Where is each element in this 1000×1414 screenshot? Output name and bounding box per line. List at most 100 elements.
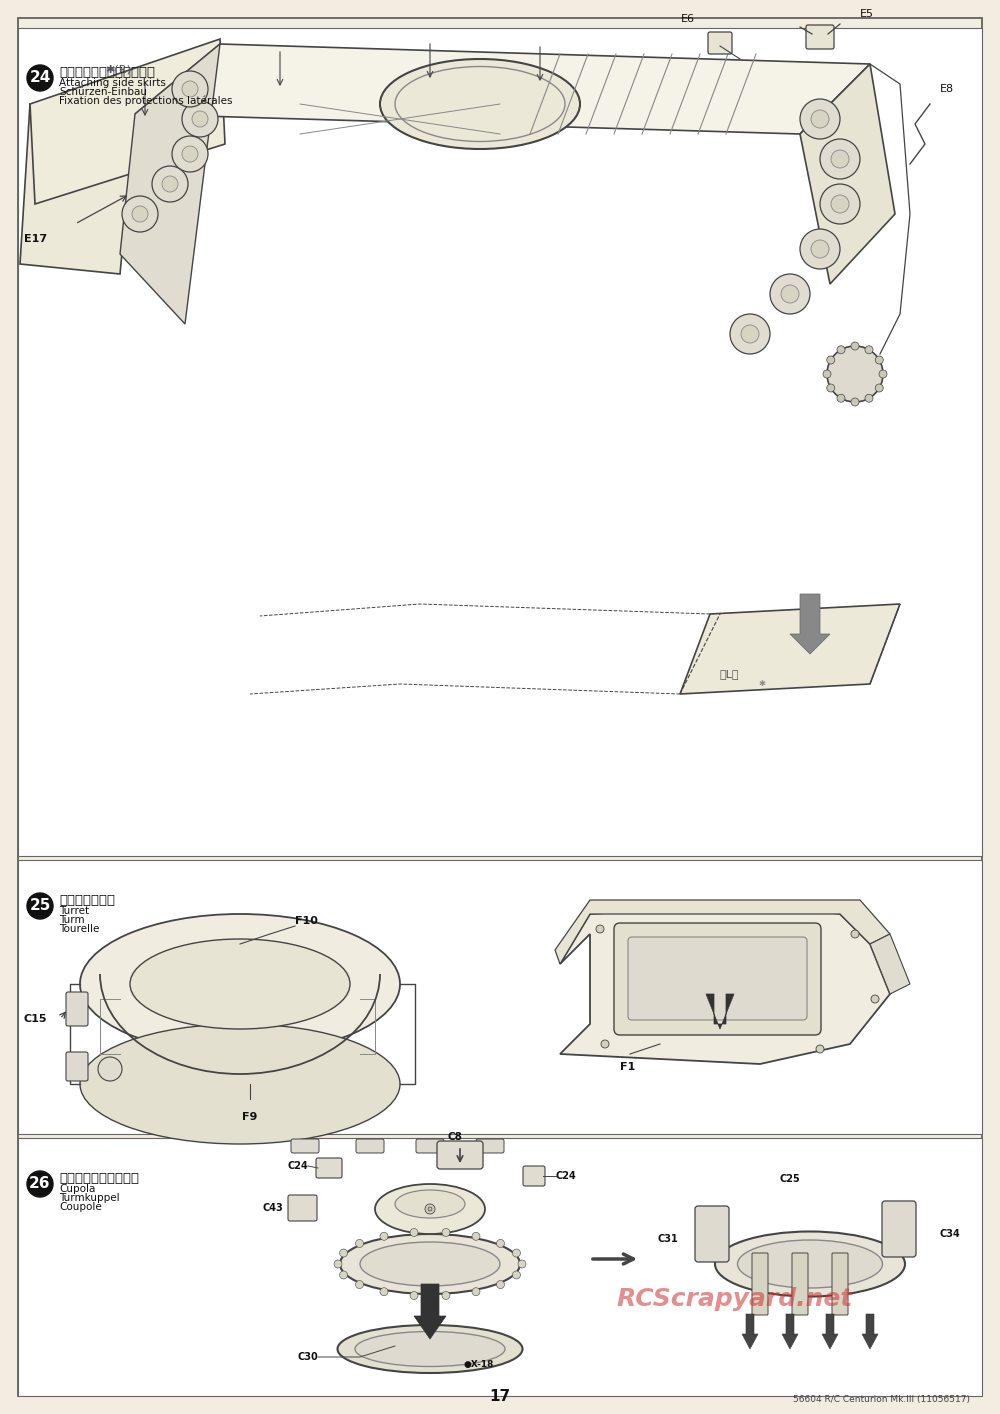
Circle shape	[472, 1288, 480, 1295]
Circle shape	[837, 346, 845, 354]
Circle shape	[512, 1271, 520, 1278]
Polygon shape	[135, 44, 870, 134]
Circle shape	[340, 1271, 348, 1278]
Circle shape	[827, 385, 835, 392]
Text: Cupola: Cupola	[59, 1184, 95, 1193]
Circle shape	[770, 274, 810, 314]
Circle shape	[851, 397, 859, 406]
Bar	[18, 28, 982, 855]
Bar	[18, 860, 982, 1134]
Text: Tourelle: Tourelle	[59, 923, 99, 935]
Circle shape	[831, 195, 849, 214]
FancyBboxPatch shape	[752, 1253, 768, 1315]
Circle shape	[496, 1240, 504, 1247]
Text: 砲塔の組み立て: 砲塔の組み立て	[59, 894, 115, 906]
Circle shape	[472, 1232, 480, 1240]
Text: 17: 17	[489, 1389, 511, 1404]
Circle shape	[356, 1281, 364, 1288]
Text: ✱(R): ✱(R)	[105, 64, 131, 74]
Circle shape	[820, 184, 860, 223]
Ellipse shape	[340, 1234, 520, 1294]
Circle shape	[27, 894, 53, 919]
Text: C31: C31	[657, 1234, 678, 1244]
Circle shape	[182, 81, 198, 98]
Text: C24: C24	[287, 1161, 308, 1171]
Text: ✱: ✱	[758, 680, 765, 689]
Text: 56604 R/C Centurion Mk.III (11056517): 56604 R/C Centurion Mk.III (11056517)	[793, 1396, 970, 1404]
Text: 26: 26	[29, 1176, 51, 1192]
Circle shape	[496, 1281, 504, 1288]
Circle shape	[442, 1291, 450, 1299]
FancyBboxPatch shape	[437, 1141, 483, 1169]
Circle shape	[428, 1208, 432, 1210]
Polygon shape	[782, 1314, 798, 1349]
Ellipse shape	[395, 1191, 465, 1217]
Ellipse shape	[380, 59, 580, 148]
FancyBboxPatch shape	[708, 33, 732, 54]
Circle shape	[781, 286, 799, 303]
Circle shape	[800, 99, 840, 139]
FancyBboxPatch shape	[316, 1158, 342, 1178]
Text: Turmkuppel: Turmkuppel	[59, 1193, 120, 1203]
Text: Coupole: Coupole	[59, 1202, 102, 1212]
Circle shape	[730, 314, 770, 354]
Text: Turm: Turm	[59, 915, 85, 925]
Polygon shape	[120, 44, 220, 324]
Text: 〈L〉: 〈L〉	[720, 669, 740, 679]
Circle shape	[442, 1229, 450, 1236]
Ellipse shape	[715, 1232, 905, 1297]
FancyBboxPatch shape	[291, 1140, 319, 1152]
Polygon shape	[680, 604, 900, 694]
Circle shape	[831, 150, 849, 168]
Text: C8: C8	[448, 1133, 462, 1143]
Circle shape	[340, 1249, 348, 1257]
Text: Turret: Turret	[59, 906, 89, 916]
Ellipse shape	[738, 1240, 883, 1288]
Circle shape	[837, 395, 845, 402]
Text: C25: C25	[780, 1174, 800, 1184]
Text: キューポラの組み立て: キューポラの組み立て	[59, 1172, 139, 1185]
Text: E8: E8	[940, 83, 954, 93]
Circle shape	[380, 1288, 388, 1295]
Polygon shape	[414, 1284, 446, 1339]
Polygon shape	[560, 904, 890, 1063]
Text: サイドスカートの取り付け: サイドスカートの取り付け	[59, 66, 155, 79]
Circle shape	[98, 1058, 122, 1080]
Circle shape	[851, 342, 859, 351]
Polygon shape	[30, 40, 225, 204]
Text: Fixation des protections latérales: Fixation des protections latérales	[59, 96, 232, 106]
Text: Attaching side skirts: Attaching side skirts	[59, 78, 166, 88]
Circle shape	[827, 346, 883, 402]
Circle shape	[152, 165, 188, 202]
Text: F10: F10	[295, 916, 318, 926]
Polygon shape	[822, 1314, 838, 1349]
FancyBboxPatch shape	[288, 1195, 317, 1222]
Polygon shape	[555, 899, 890, 964]
Circle shape	[334, 1260, 342, 1268]
FancyBboxPatch shape	[523, 1167, 545, 1186]
Bar	[18, 1138, 982, 1396]
Ellipse shape	[355, 1332, 505, 1366]
Circle shape	[875, 385, 883, 392]
Circle shape	[172, 71, 208, 107]
Text: 24: 24	[29, 71, 51, 85]
FancyBboxPatch shape	[806, 25, 834, 49]
FancyBboxPatch shape	[356, 1140, 384, 1152]
FancyBboxPatch shape	[476, 1140, 504, 1152]
FancyBboxPatch shape	[882, 1200, 916, 1257]
Circle shape	[879, 370, 887, 378]
Circle shape	[410, 1229, 418, 1236]
Circle shape	[865, 395, 873, 402]
Circle shape	[816, 1045, 824, 1053]
Text: C34: C34	[939, 1229, 960, 1239]
Circle shape	[823, 370, 831, 378]
Polygon shape	[790, 594, 830, 655]
Circle shape	[192, 112, 208, 127]
Polygon shape	[862, 1314, 878, 1349]
Text: E6: E6	[681, 14, 695, 24]
Circle shape	[380, 1232, 388, 1240]
Circle shape	[27, 1171, 53, 1198]
Polygon shape	[742, 1314, 758, 1349]
Text: E17: E17	[24, 233, 47, 245]
FancyBboxPatch shape	[614, 923, 821, 1035]
